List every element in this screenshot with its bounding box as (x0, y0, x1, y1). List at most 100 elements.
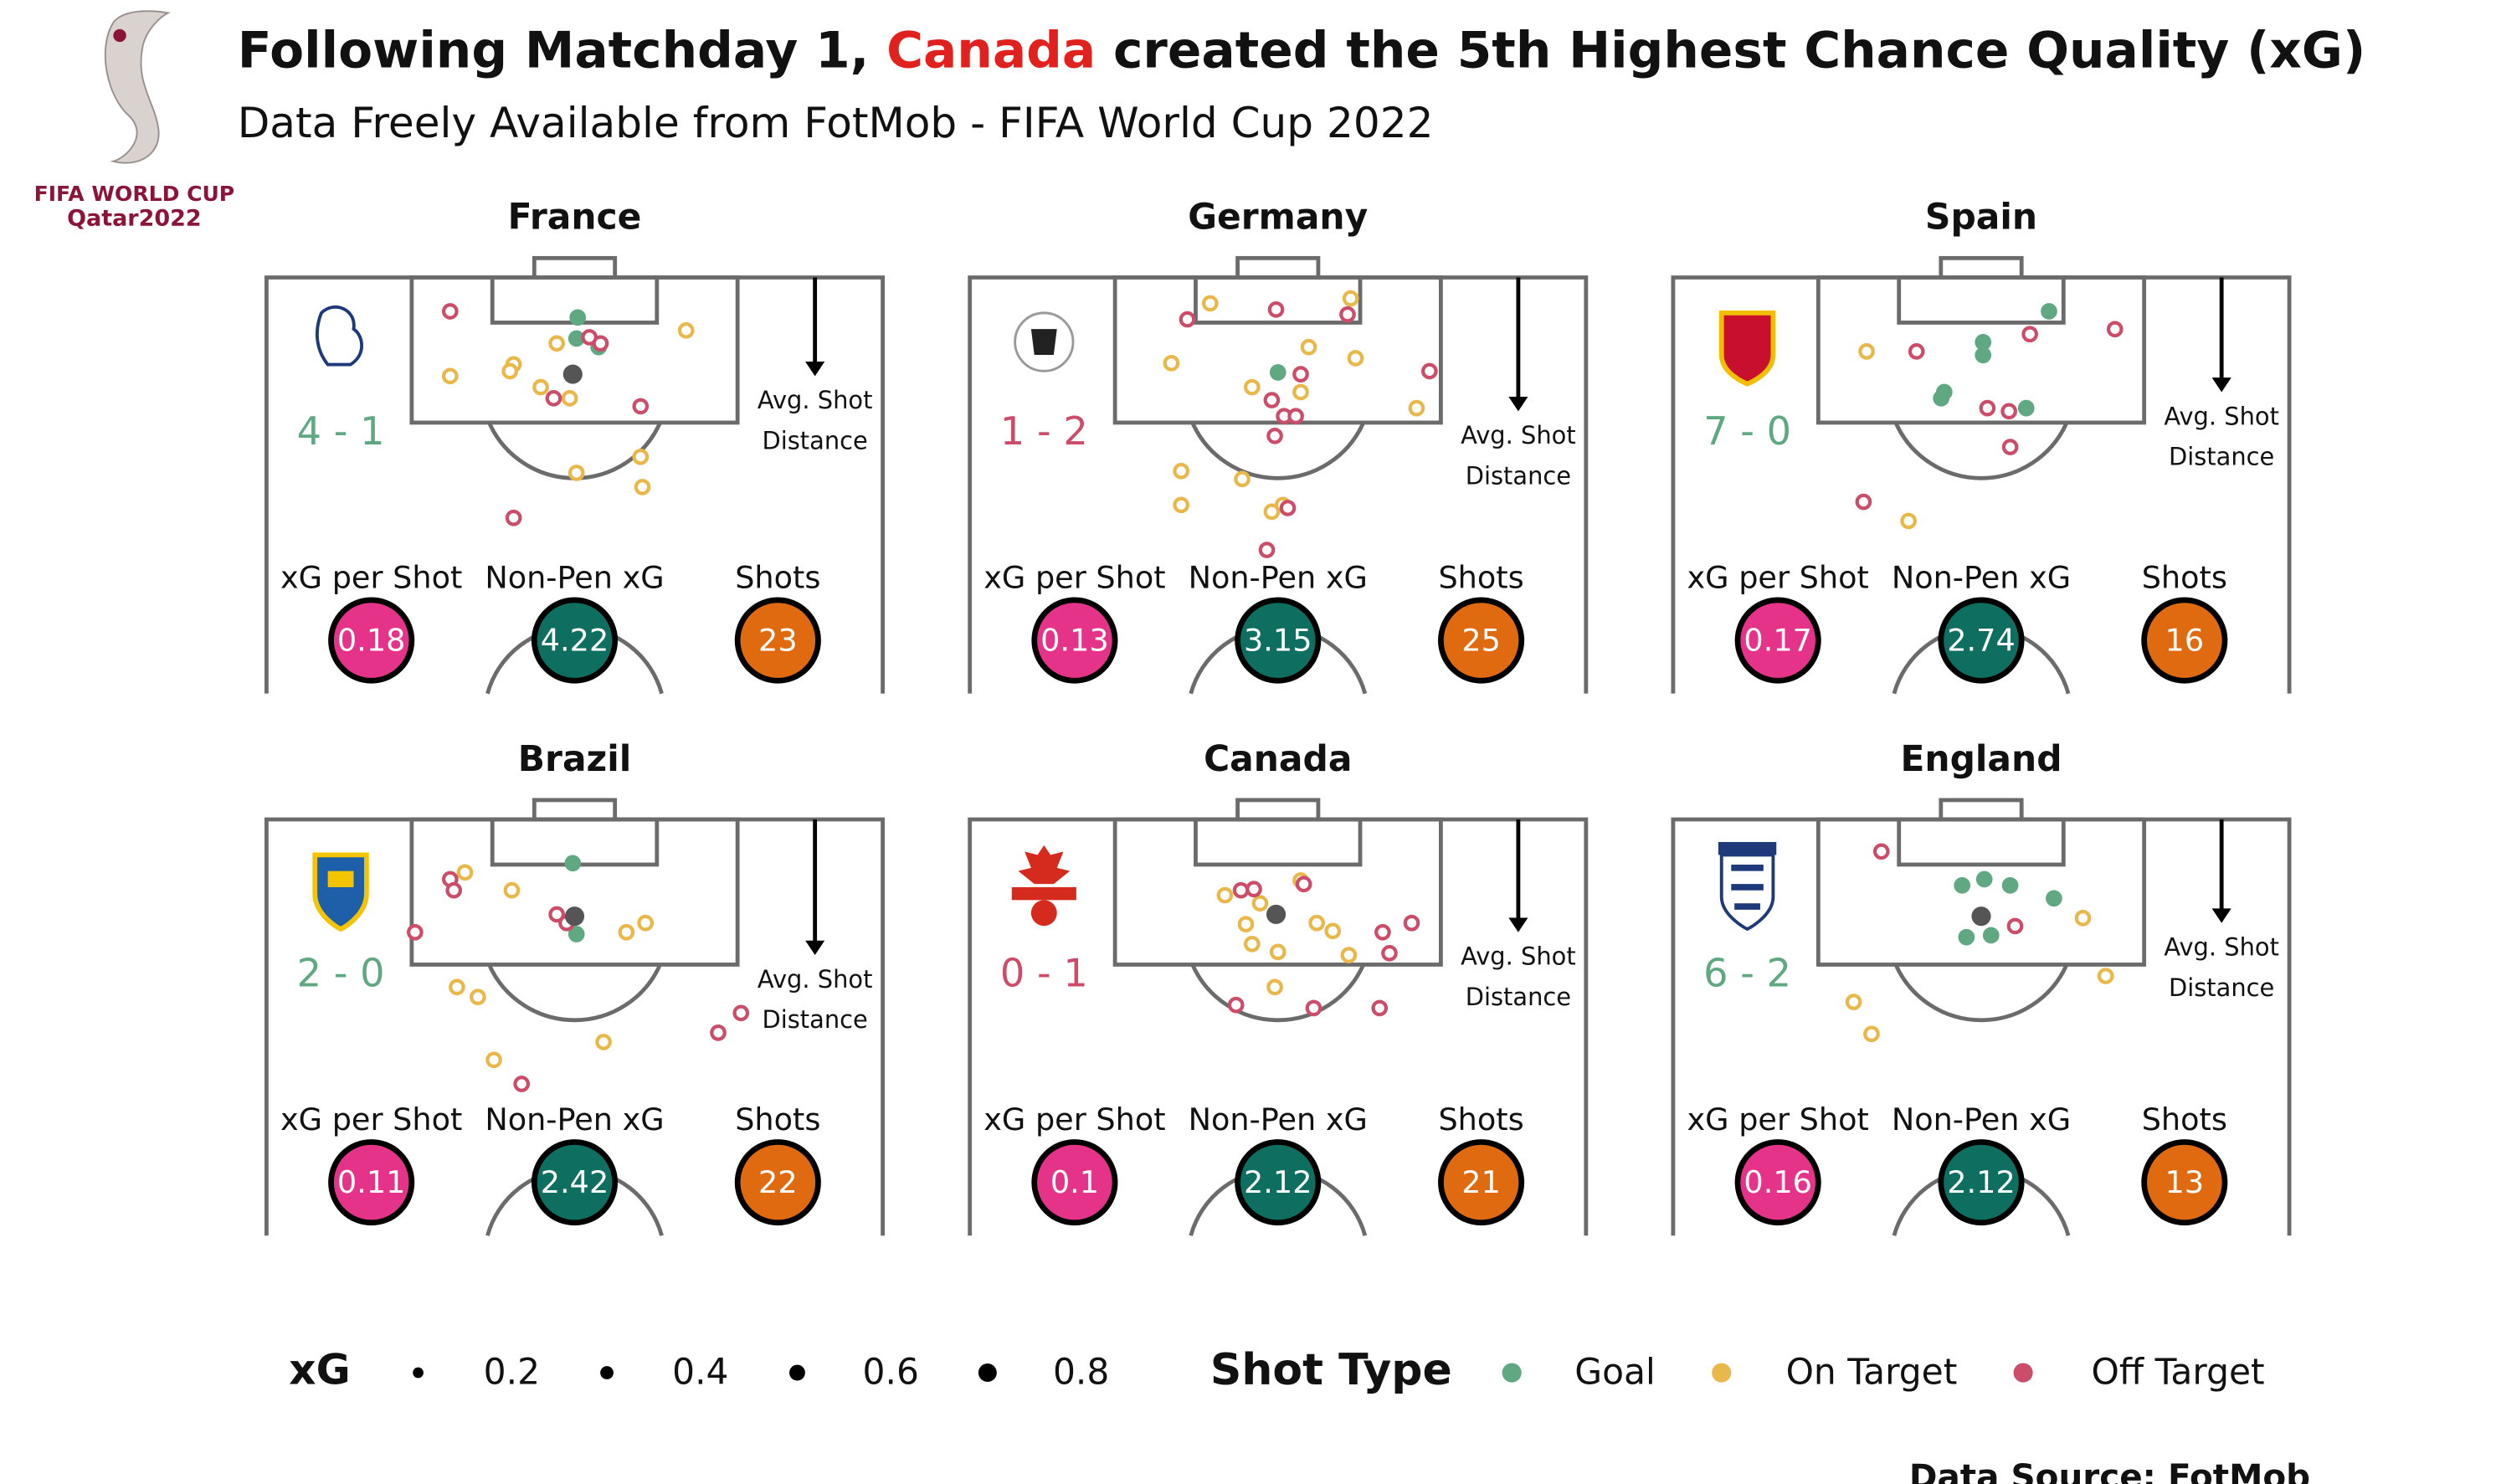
stat-circle (1438, 597, 1525, 684)
shot (2074, 910, 2092, 927)
stat-label: Non-Pen xG (1189, 1101, 1368, 1137)
stat-circle (1235, 597, 1322, 684)
shot (532, 378, 549, 396)
stat-circle (328, 1139, 415, 1226)
shot (567, 926, 585, 942)
shot (1216, 886, 1234, 904)
avg-label: Avg. Shot (757, 965, 873, 994)
shot (1163, 355, 1180, 372)
stat-label: Non-Pen xG (485, 559, 664, 595)
arrow-head (1508, 396, 1528, 412)
stat-circle (328, 597, 415, 684)
badge (1011, 886, 1076, 901)
avg-label: Distance (2169, 442, 2274, 470)
shot (1371, 999, 1389, 1017)
stat-value: 2.12 (1244, 1164, 1312, 1200)
avg-label: Distance (1466, 983, 1571, 1011)
shot (1292, 366, 1309, 383)
title-part: created the 5th Highest Chance Quality (… (1096, 22, 2365, 80)
stat-label: xG per Shot (280, 559, 462, 595)
shot (2046, 890, 2062, 907)
stat-circle (1235, 1139, 1322, 1226)
avg-label: Distance (762, 426, 867, 454)
score: 1 - 2 (1000, 408, 1088, 454)
shot (1872, 843, 1890, 860)
team-badge (315, 305, 364, 367)
source: Data Source: FotMob (1909, 1456, 2310, 1484)
stat-value: 25 (1461, 623, 1501, 659)
panel: Canada 0 - 1 Avg. Shot Distance xG per Shot 0… (968, 738, 1589, 1236)
penalty-arc (1190, 421, 1366, 480)
shot (501, 362, 519, 380)
stat-label: xG per Shot (983, 559, 1165, 595)
shot (449, 978, 465, 996)
avg-label: Distance (1466, 461, 1571, 490)
team-badge (312, 852, 369, 932)
score: 4 - 1 (297, 408, 385, 454)
goal (1939, 798, 2024, 822)
size-legend-label: 0.2 (484, 1351, 540, 1392)
chart-subtitle: Data Freely Available from FotMob - FIFA… (238, 98, 1434, 147)
stat-value: 0.16 (1744, 1164, 1812, 1200)
size-legend-title: xG (289, 1345, 350, 1394)
shot (1975, 333, 1992, 351)
shot (1858, 343, 1875, 360)
goal (532, 798, 618, 822)
shot (1244, 378, 1261, 396)
stat-value: 22 (758, 1164, 798, 1200)
shot (2097, 968, 2114, 984)
stat-circle (1734, 597, 1821, 684)
shot (1266, 978, 1283, 996)
shot (1269, 364, 1286, 381)
type-legend-label: Goal (1574, 1351, 1656, 1392)
size-legend-dot (413, 1367, 424, 1379)
size-legend-dot (789, 1364, 805, 1381)
shot (618, 923, 635, 941)
shot (1975, 870, 1993, 888)
penalty-arc (487, 963, 662, 1023)
stat-label: Non-Pen xG (1189, 559, 1368, 595)
badge (312, 852, 369, 932)
score: 0 - 1 (1000, 950, 1088, 995)
stat-label: xG per Shot (1687, 559, 1869, 595)
stat-circle (1938, 1139, 2025, 1226)
stat-value: 0.11 (337, 1164, 406, 1200)
shot (1267, 300, 1285, 318)
shot (1908, 343, 1925, 360)
penalty-arc (1893, 963, 2069, 1023)
shot (470, 988, 486, 1005)
arrow-head (2211, 377, 2231, 393)
badge (1718, 310, 1776, 387)
title-highlight: Canada (886, 22, 1096, 80)
shot (2017, 399, 2035, 417)
stat-value: 3.15 (1244, 623, 1312, 659)
logo-line2: Qatar2022 (67, 206, 202, 232)
shot (2106, 321, 2124, 338)
goal (1235, 798, 1321, 822)
size-legend-label: 0.6 (863, 1351, 919, 1392)
shot (1287, 408, 1304, 425)
shot (1266, 427, 1283, 444)
stat-value: 2.12 (1947, 1164, 2016, 1200)
size-legend-dot (978, 1363, 997, 1383)
shot (632, 398, 650, 415)
penalty-arc (1893, 421, 2069, 480)
shot (441, 303, 459, 320)
type-legend-dot (1502, 1363, 1522, 1383)
shot (1954, 876, 1971, 894)
stat-circle (2141, 597, 2228, 684)
avg-label: Distance (762, 1005, 867, 1034)
stat-label: Shots (1438, 1101, 1523, 1137)
panel: France 4 - 1 Avg. Shot Distance xG per Shot 0… (264, 197, 886, 695)
shot (634, 479, 651, 496)
stat-value: 4.22 (541, 623, 609, 659)
badge (1018, 845, 1071, 885)
shot (1232, 881, 1250, 899)
arrow-head (805, 361, 825, 377)
panel-title: Canada (1204, 738, 1352, 779)
score: 6 - 2 (1703, 950, 1791, 995)
stat-value: 0.1 (1050, 1164, 1099, 1200)
logo: FIFA WORLD CUP Qatar2022 (34, 10, 234, 232)
stat-label: Non-Pen xG (485, 1101, 664, 1137)
shot (1855, 493, 1872, 511)
